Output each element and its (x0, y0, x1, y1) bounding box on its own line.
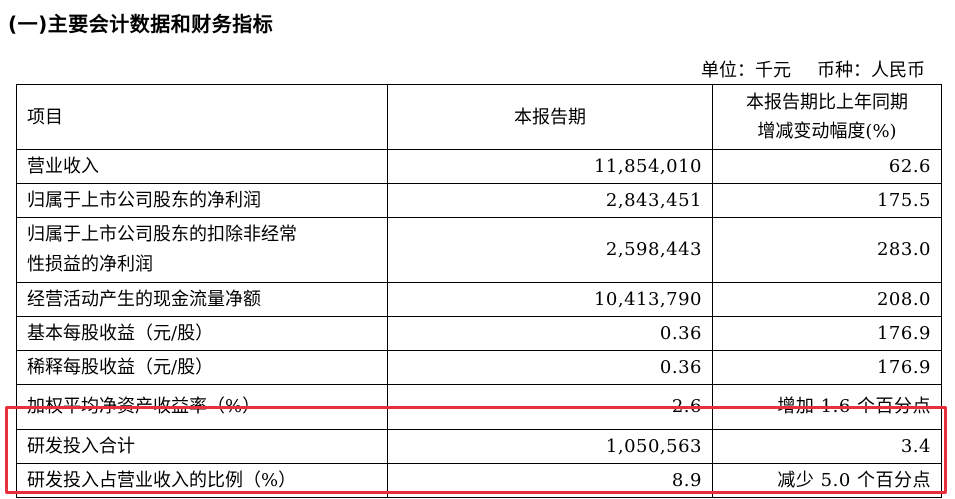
row-change-value: 减少 5.0 个百分点 (712, 463, 942, 498)
currency-label: 币种：人民币 (817, 60, 925, 81)
table-row: 加权平均净资产收益率（%） 2.6 增加 1.6 个百分点 (16, 384, 942, 430)
row-item-line2: 性损益的净利润 (27, 254, 153, 275)
table-row: 经营活动产生的现金流量净额 10,413,790 208.0 (16, 282, 942, 317)
row-change-value: 增加 1.6 个百分点 (712, 384, 942, 430)
row-change-value: 176.9 (712, 350, 942, 385)
row-item: 营业收入 (16, 149, 388, 184)
row-current-value: 2,843,451 (387, 183, 713, 218)
header-current-period: 本报告期 (387, 84, 713, 150)
table-row: 基本每股收益（元/股） 0.36 176.9 (16, 316, 942, 351)
row-item-line1: 归属于上市公司股东的扣除非经常 (27, 224, 297, 245)
row-item: 研发投入占营业收入的比例（%） (16, 463, 388, 498)
table-row: 稀释每股收益（元/股） 0.36 176.9 (16, 350, 942, 385)
row-change-value: 175.5 (712, 183, 942, 218)
row-current-value: 2,598,443 (387, 217, 713, 283)
financial-indicators-table: 项目 本报告期 本报告期比上年同期 增减变动幅度(%) 营业收入 11,854,0… (16, 84, 942, 498)
header-item: 项目 (16, 84, 388, 150)
row-item: 经营活动产生的现金流量净额 (16, 282, 388, 317)
row-change-value: 3.4 (712, 429, 942, 464)
row-change-value: 62.6 (712, 149, 942, 184)
row-current-value: 11,854,010 (387, 149, 713, 184)
row-change-value: 208.0 (712, 282, 942, 317)
row-current-value: 2.6 (387, 384, 713, 430)
table-row: 研发投入占营业收入的比例（%） 8.9 减少 5.0 个百分点 (16, 463, 942, 498)
row-item: 基本每股收益（元/股） (16, 316, 388, 351)
row-current-value: 0.36 (387, 316, 713, 351)
row-item: 稀释每股收益（元/股） (16, 350, 388, 385)
table-header-row: 项目 本报告期 本报告期比上年同期 增减变动幅度(%) (16, 84, 942, 150)
table-row: 研发投入合计 1,050,563 3.4 (16, 429, 942, 464)
row-item: 归属于上市公司股东的扣除非经常 性损益的净利润 (16, 217, 388, 283)
header-yoy-change-line2: 增减变动幅度(%) (757, 121, 897, 142)
row-current-value: 8.9 (387, 463, 713, 498)
row-item: 加权平均净资产收益率（%） (16, 384, 388, 430)
row-change-value: 283.0 (712, 217, 942, 283)
row-item: 研发投入合计 (16, 429, 388, 464)
section-title: (一)主要会计数据和财务指标 (8, 12, 274, 36)
row-current-value: 10,413,790 (387, 282, 713, 317)
header-yoy-change-line1: 本报告期比上年同期 (746, 92, 908, 113)
unit-label: 单位：千元 (701, 60, 791, 81)
row-item: 归属于上市公司股东的净利润 (16, 183, 388, 218)
header-yoy-change: 本报告期比上年同期 增减变动幅度(%) (712, 84, 942, 150)
table-row: 归属于上市公司股东的扣除非经常 性损益的净利润 2,598,443 283.0 (16, 217, 942, 283)
unit-currency-line: 单位：千元 币种：人民币 (701, 56, 925, 82)
table-row: 营业收入 11,854,010 62.6 (16, 149, 942, 184)
table-row: 归属于上市公司股东的净利润 2,843,451 175.5 (16, 183, 942, 218)
row-change-value: 176.9 (712, 316, 942, 351)
row-current-value: 1,050,563 (387, 429, 713, 464)
row-current-value: 0.36 (387, 350, 713, 385)
